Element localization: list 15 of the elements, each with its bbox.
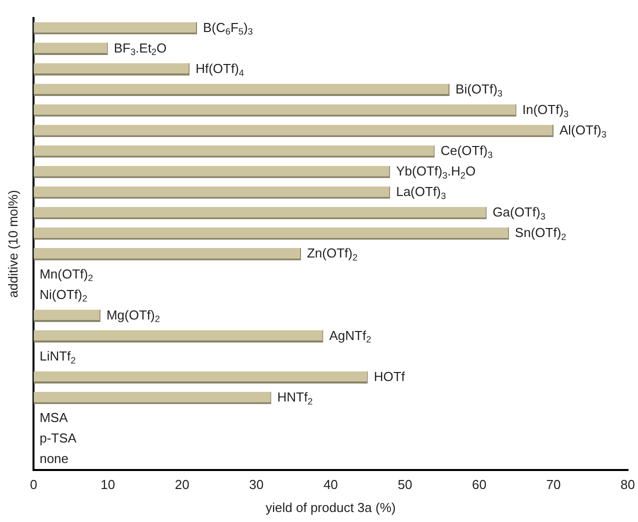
x-tick-label: 10 (100, 477, 116, 492)
x-tick-label: 40 (323, 477, 338, 492)
y-tick-label: MSA (40, 410, 68, 426)
y-tick-label: HOTf (374, 368, 406, 384)
x-tick-label: 20 (174, 477, 190, 492)
y-tick-label: none (40, 451, 69, 466)
x-tick-label: 30 (249, 477, 264, 492)
x-tick-label: 50 (398, 477, 412, 492)
x-tick-label: 0 (30, 477, 38, 492)
x-axis-title: yield of product 3a (%) (266, 500, 396, 515)
x-tick-label: 70 (546, 477, 561, 492)
y-axis-title: additive (10 mol%) (5, 190, 20, 298)
x-tick-label: 80 (620, 477, 636, 492)
x-tick-label: 60 (472, 477, 486, 492)
y-tick-label: p-TSA (40, 430, 77, 446)
